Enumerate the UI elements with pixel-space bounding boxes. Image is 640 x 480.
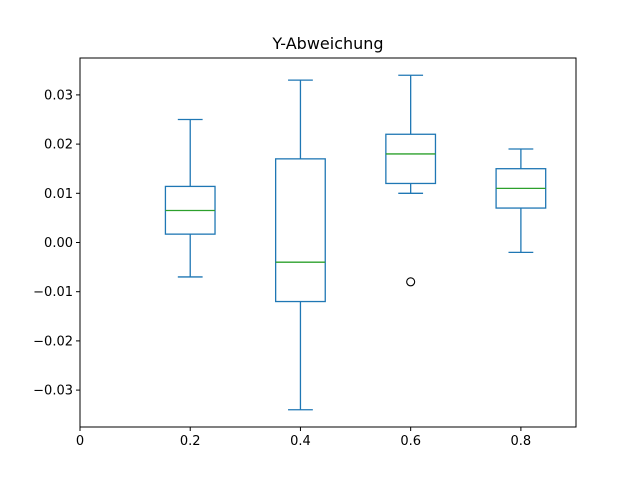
x-tick-label-2: 0.4 (290, 434, 311, 449)
y-tick-label-1: −0.02 (33, 334, 73, 349)
box-1 (274, 158, 326, 303)
chart-title: Y-Abweichung (271, 34, 383, 53)
outlier-2-0 (406, 277, 416, 287)
box-group-2 (385, 74, 437, 287)
y-tick-label-4: 0.01 (44, 187, 73, 202)
box-2 (385, 133, 437, 185)
x-tick-label-3: 0.6 (400, 434, 421, 449)
y-tick-label-3: 0.00 (44, 236, 73, 251)
y-tick-label-5: 0.02 (44, 138, 73, 153)
y-tick-label-2: −0.01 (33, 285, 73, 300)
x-tick-label-1: 0.2 (180, 434, 201, 449)
box-group-1 (274, 79, 326, 411)
box-group-3 (495, 148, 547, 253)
plot-area (164, 74, 547, 411)
plot-frame (79, 57, 577, 428)
y-tick-label-0: −0.03 (33, 384, 73, 399)
x-tick-label-4: 0.8 (511, 434, 532, 449)
x-tick-label-0: 0 (76, 434, 84, 449)
box-group-0 (164, 118, 216, 278)
axes: 0 0.2 0.4 0.6 0.8 −0.03 −0.02 −0.01 0.00 0.01 0.02… (33, 88, 531, 449)
y-tick-label-6: 0.03 (44, 88, 73, 103)
